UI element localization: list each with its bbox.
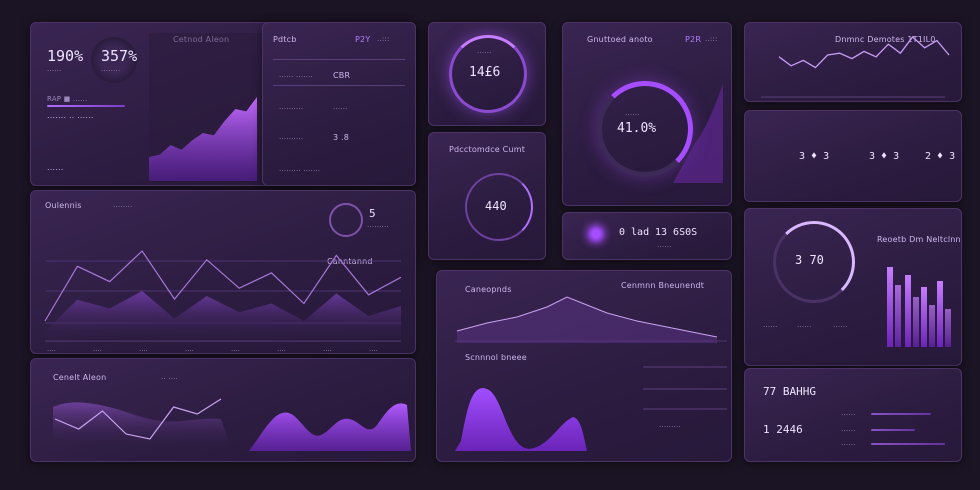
- panel-title: Reoetb Dm Neltclnnes: [877, 235, 962, 244]
- bottom-chart-panel: Cenelt Aleon .. ....: [30, 358, 416, 462]
- summary-panel: 77 BAHHG 1 2446 ...... ...... ......: [744, 368, 962, 462]
- row-label: ......: [841, 409, 856, 417]
- gauge-value: 3 70: [795, 253, 824, 267]
- line-chart: ................................: [44, 250, 402, 353]
- stat-tile: 2 ♦ 3: [925, 151, 956, 162]
- progress-bar: [47, 105, 125, 107]
- divider: [273, 85, 405, 86]
- x-tick-label: ....: [323, 345, 332, 353]
- circular-panel: Gnuttoed anoto P2R ..::: ...... 41.0%: [562, 22, 732, 206]
- progress-bar: [871, 443, 945, 445]
- panel-title: Oulennis: [45, 201, 82, 210]
- panel-title: Cenelt Aleon: [53, 373, 107, 382]
- summary-value: 1 2446: [763, 423, 803, 436]
- gauge-ring: [773, 221, 855, 303]
- area-chart: [455, 296, 727, 451]
- tag[interactable]: P2Y: [355, 35, 371, 44]
- list-panel: Pdtcb P2Y ..::: ...... ....... CBR .....…: [262, 22, 416, 186]
- tab[interactable]: P2R: [685, 35, 702, 44]
- gauge-value: 440: [485, 199, 507, 213]
- line-panel: Dnmnc Demotes 1T1IL0: [744, 22, 962, 102]
- x-tick-label: ....: [47, 345, 56, 353]
- gauge-value: 41.0%: [617, 121, 657, 136]
- gauge-label: ......: [477, 47, 492, 55]
- row-label: ......: [841, 425, 856, 433]
- stat-b-value: 357%: [101, 47, 138, 65]
- divider: [273, 59, 405, 60]
- side-area: [673, 83, 723, 183]
- row-label: RAP ■ ......: [47, 95, 88, 103]
- stat-value: 13 6S0S: [655, 227, 698, 238]
- x-tick-label: ....: [185, 345, 194, 353]
- value-sub: .........: [367, 221, 389, 229]
- footer-label: .........: [659, 421, 681, 429]
- panel-title: Caneopnds: [465, 285, 512, 294]
- stat-b-badge: [91, 37, 137, 83]
- tag[interactable]: ..:::: [377, 35, 390, 43]
- row-label: ....... .. ......: [47, 111, 94, 120]
- composite-panel: Caneopnds Cenmnn Bneunendt Scnnnol bneee…: [436, 270, 732, 462]
- panel-title: Dnmnc Demotes 1T1IL0: [835, 35, 936, 44]
- list-item-value: CBR: [333, 71, 351, 80]
- stat-tile: 3 ♦ 3: [799, 151, 830, 162]
- value-ring: [329, 203, 363, 237]
- progress-bar: [871, 413, 931, 415]
- label: ......: [797, 321, 812, 329]
- stat-a-sub: ......: [47, 65, 62, 73]
- stat-tiles-panel: 3 ♦ 3 3 ♦ 3 2 ♦ 3: [744, 110, 962, 202]
- list-item-label: ...... .......: [279, 71, 313, 79]
- line-chart: [761, 36, 950, 98]
- value: 5: [369, 207, 376, 220]
- stat-tile: 3 ♦ 3: [869, 151, 900, 162]
- panel-title: Cenmnn Bneunendt: [621, 281, 705, 290]
- label: ......: [833, 321, 848, 329]
- list-item-label: ..........: [279, 133, 304, 141]
- panel-title: Gnuttoed anoto: [587, 35, 653, 44]
- gauge-ring: [465, 173, 533, 241]
- panel-title: Pdtcb: [273, 35, 297, 44]
- list-item-label: ......... .......: [279, 165, 321, 173]
- progress-bar: [871, 429, 915, 431]
- stat-a-value: 190%: [47, 47, 84, 65]
- summary-value: 77 BAHHG: [763, 385, 816, 398]
- trend-panel: Oulennis ........ 5 ......... Canntannd …: [30, 190, 416, 354]
- rings-bars-panel: Reoetb Dm Neltclnnes 3 70 ...... ...... …: [744, 208, 962, 366]
- area-chart: [149, 33, 269, 183]
- list-item-value: ......: [333, 103, 348, 111]
- bar-chart: [887, 267, 951, 347]
- x-tick-label: ....: [369, 345, 378, 353]
- x-tick-label: ....: [231, 345, 240, 353]
- list-item-label: ..........: [279, 103, 304, 111]
- stat-b-sub: ........: [101, 65, 121, 73]
- gauge-panel: ...... 14£6: [428, 22, 546, 126]
- stat-sub: ......: [657, 241, 672, 249]
- tag[interactable]: .. ....: [161, 373, 178, 381]
- gauge-sub: ......: [625, 109, 640, 117]
- panel-subtitle: ........: [113, 201, 133, 209]
- list-item-value: 3 .8: [333, 133, 350, 142]
- x-tick-label: ....: [277, 345, 286, 353]
- mini-stats-panel: 0 lad 13 6S0S ......: [562, 212, 732, 260]
- gauge-value: 14£6: [469, 65, 501, 80]
- row-label: ......: [47, 163, 64, 172]
- panel-title: Pdcctomdce Cumt: [449, 145, 526, 154]
- tab[interactable]: ..:::: [705, 35, 718, 43]
- performance-panel: Pdcctomdce Cumt 440: [428, 132, 546, 260]
- gauge-ring: [449, 35, 527, 113]
- label: ......: [763, 321, 778, 329]
- line-chart: [53, 398, 411, 451]
- gauge-ring: [597, 81, 693, 177]
- stat-value: 0 lad: [619, 227, 650, 238]
- status-dot: [587, 225, 605, 243]
- x-tick-label: ....: [139, 345, 148, 353]
- x-tick-label: ....: [93, 345, 102, 353]
- row-label: ......: [841, 439, 856, 447]
- panel-subtitle: Scnnnol bneee: [465, 353, 527, 362]
